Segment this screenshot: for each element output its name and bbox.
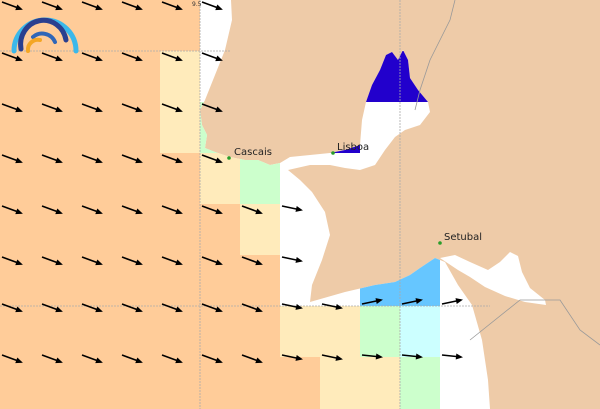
arrow-icon xyxy=(1,205,23,215)
place-label-lisboa: Lisboa xyxy=(337,142,369,153)
sado-estuary xyxy=(440,252,546,305)
forecast-cell xyxy=(280,306,360,357)
forecast-cell xyxy=(400,357,440,409)
arrow-icon xyxy=(1,52,23,62)
arrow-icon xyxy=(161,52,183,62)
forecast-cell xyxy=(360,306,400,357)
arrow-icon xyxy=(81,52,103,62)
arrow-icon xyxy=(81,154,103,164)
arrow-icon xyxy=(241,205,263,215)
arrow-icon xyxy=(41,205,63,215)
arrow-icon xyxy=(201,103,223,113)
forecast-cell xyxy=(0,51,160,153)
place-setubal[interactable]: Setubal xyxy=(438,232,482,245)
arrow-icon xyxy=(161,1,183,11)
arrow-icon xyxy=(321,354,343,361)
arrow-icon xyxy=(41,354,63,364)
arrow-icon xyxy=(121,205,143,215)
arrow-icon xyxy=(1,256,23,266)
arrow-icon xyxy=(281,354,303,361)
arrow-icon xyxy=(1,354,23,364)
arrow-icon xyxy=(121,52,143,62)
arrow-icon xyxy=(81,1,103,11)
arrow-icon xyxy=(41,52,63,62)
forecast-cell xyxy=(0,357,320,409)
arrow-icon xyxy=(81,303,103,313)
arrow-icon xyxy=(1,1,23,11)
wave-arcs-logo xyxy=(11,17,79,54)
forecast-cell xyxy=(0,204,240,255)
arrow-icon xyxy=(1,103,23,113)
arrow-icon xyxy=(361,298,383,305)
arrow-icon xyxy=(441,353,463,360)
place-cascais[interactable]: Cascais xyxy=(227,147,272,160)
place-marker xyxy=(438,241,442,245)
arrow-icon xyxy=(81,256,103,266)
arrow-icon xyxy=(241,303,263,313)
arrow-icon xyxy=(201,52,223,62)
arrow-icon xyxy=(41,1,63,11)
grid-lines xyxy=(0,0,490,409)
arrow-icon xyxy=(121,354,143,364)
arrow-icon xyxy=(41,256,63,266)
place-marker xyxy=(331,151,335,155)
arrow-icon xyxy=(281,256,303,263)
arrow-icon xyxy=(121,154,143,164)
arrow-icon xyxy=(81,103,103,113)
place-marker xyxy=(227,156,231,160)
arrow-icon xyxy=(41,154,63,164)
place-label-setubal: Setubal xyxy=(444,232,482,243)
arrow-icon xyxy=(81,205,103,215)
arrow-icon xyxy=(281,303,303,310)
arrow-icon xyxy=(401,298,423,305)
forecast-cell xyxy=(400,306,440,357)
arrow-icon xyxy=(441,298,463,305)
arrow-icon xyxy=(161,303,183,313)
forecast-cell xyxy=(320,357,400,409)
arrow-icon xyxy=(121,256,143,266)
arrow-icon xyxy=(161,154,183,164)
arrow-icon xyxy=(41,303,63,313)
arrow-icon xyxy=(201,154,223,164)
arrow-icon xyxy=(41,103,63,113)
arrow-icon xyxy=(201,205,223,215)
arrow-icon xyxy=(281,205,303,212)
arrow-icon xyxy=(161,103,183,113)
forecast-cell xyxy=(160,51,200,153)
arrow-icon xyxy=(161,256,183,266)
direction-arrows xyxy=(1,1,463,364)
top-label: 9.5 xyxy=(192,1,202,8)
arrow-icon xyxy=(361,353,383,360)
arrow-icon xyxy=(161,354,183,364)
arrow-icon xyxy=(161,205,183,215)
arrow-icon xyxy=(201,303,223,313)
boundary-line xyxy=(414,0,600,346)
place-label-cascais: Cascais xyxy=(234,147,272,158)
arrow-icon xyxy=(121,303,143,313)
arrow-icon xyxy=(1,303,23,313)
forecast-cell xyxy=(0,306,280,357)
arrow-icon xyxy=(401,353,423,360)
arrow-icon xyxy=(81,354,103,364)
arrow-icon xyxy=(121,103,143,113)
arrow-icon xyxy=(201,256,223,266)
arrow-icon xyxy=(241,256,263,266)
arrow-icon xyxy=(241,354,263,364)
arrow-icon xyxy=(1,154,23,164)
arrow-icon xyxy=(201,354,223,364)
arrow-icon xyxy=(201,1,223,11)
place-lisboa[interactable]: Lisboa xyxy=(331,142,369,155)
arrow-icon xyxy=(321,303,343,310)
arrow-icon xyxy=(121,1,143,11)
